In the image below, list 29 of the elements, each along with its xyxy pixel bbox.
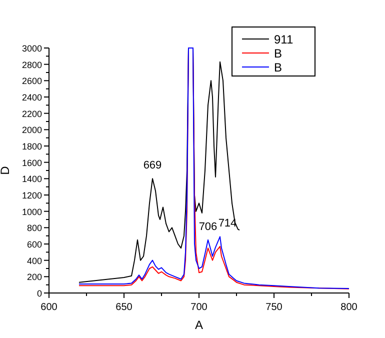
- x-tick-label: 700: [190, 302, 208, 313]
- legend-label: B: [274, 46, 282, 60]
- x-tick-label: 600: [40, 302, 58, 313]
- legend-label: 911: [274, 32, 294, 46]
- x-tick-label: 750: [266, 302, 283, 313]
- y-tick-label: 1600: [22, 158, 42, 168]
- y-tick-label: 2000: [22, 125, 42, 136]
- y-tick-label: 1000: [22, 206, 42, 217]
- annotation: 706: [198, 220, 218, 233]
- x-tick-label: 800: [340, 302, 358, 313]
- y-tick-label: 600: [26, 240, 42, 250]
- y-tick-label: 800: [26, 223, 42, 234]
- y-tick-label: 2800: [22, 60, 42, 70]
- y-axis-title: D: [0, 166, 12, 175]
- y-tick-label: 2200: [22, 108, 42, 119]
- x-axis-title: A: [194, 318, 204, 332]
- y-tick-label: 2400: [22, 92, 42, 102]
- y-tick-label: 200: [26, 272, 42, 282]
- y-tick-label: 1800: [22, 142, 42, 152]
- y-tick-label: 400: [26, 256, 42, 266]
- x-tick-label: 650: [116, 302, 133, 313]
- y-tick-label: 1400: [22, 174, 42, 184]
- y-tick-label: 2600: [22, 76, 42, 86]
- legend-label: B: [274, 60, 282, 74]
- line-series: [78, 48, 350, 290]
- y-tick-label: 1200: [22, 190, 42, 200]
- annotation: 669: [143, 160, 162, 172]
- y-tick-label: 0: [36, 288, 42, 298]
- y-tick-label: 3000: [22, 44, 42, 54]
